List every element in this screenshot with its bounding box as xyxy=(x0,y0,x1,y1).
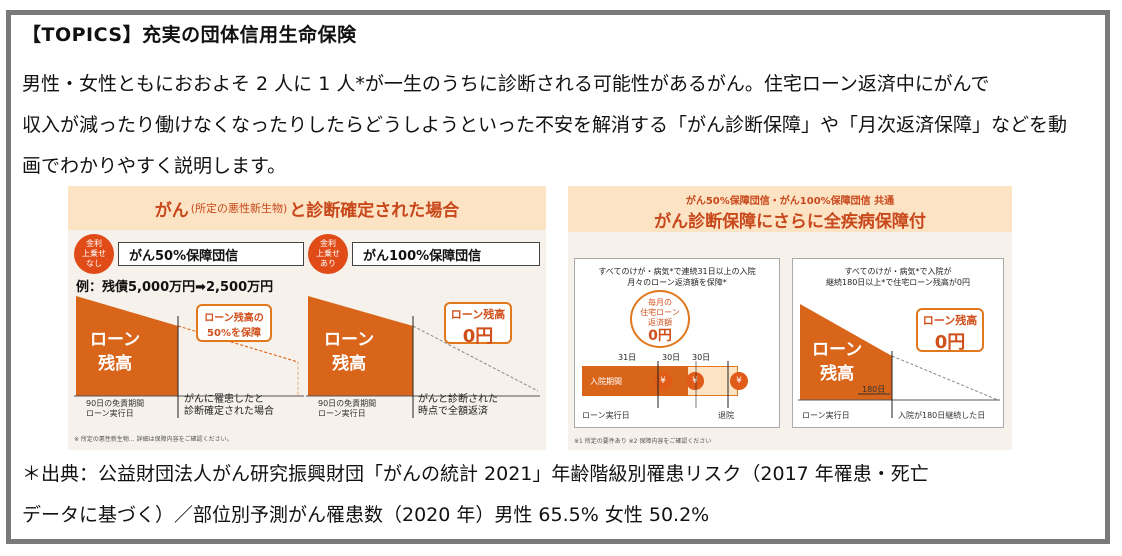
loan-balance-label: ローン 残高 xyxy=(324,330,375,374)
panel-header: がん (所定の悪性新生物) と診断確定された場合 xyxy=(68,186,546,230)
days-label: 30日 xyxy=(692,353,711,362)
loan-start-date: ローン実行日 xyxy=(318,409,366,418)
loan-balance-label: ローン 残高 xyxy=(90,330,141,374)
callout-zero-yen: ローン残高 0円 xyxy=(916,308,984,353)
caption-full-repayment: がんと診断された 時点で全額返済 xyxy=(418,394,498,417)
body-line: 男性・女性ともにおおよそ 2 人に 1 人*が一生のうちに診断される可能性がある… xyxy=(22,73,990,95)
plan-50-label: がん50%保障団信 xyxy=(118,242,304,266)
example-balance: 例：残債5,000万円➡2,500万円 xyxy=(76,280,274,295)
panel-footnote: ※ 所定の悪性新生物... 詳細は保障内容をご確認ください。 xyxy=(74,436,233,443)
source-footnote: ＊出典：公益財団法人がん研究振興財団「がんの統計 2021」年齢階級別罹患リスク… xyxy=(22,454,1092,536)
exemption-period: 90日の免責期間 xyxy=(86,399,145,408)
exemption-period: 90日の免責期間 xyxy=(318,399,377,408)
loan-start-date: ローン実行日 xyxy=(86,409,134,418)
days-label: 31日 xyxy=(618,353,637,362)
admission-180-label: 入院が180日継続した日 xyxy=(898,411,986,420)
yen-coin: ¥ xyxy=(730,372,748,390)
loan-balance-diagram xyxy=(74,296,540,418)
hospital-loan-diagram xyxy=(657,304,1000,418)
balance-zero-caption: すべてのけが・病気*で入院が 継続180日以上*で住宅ローン残高が0円 xyxy=(826,267,970,287)
plan-100-label: がん100%保障団信 xyxy=(352,242,540,266)
days-180-label: 180日 xyxy=(862,385,886,394)
callout-50-percent: ローン残高の 50%を保障 xyxy=(196,304,272,342)
loan-triangle-50 xyxy=(76,296,178,396)
yen-coin: ¥ xyxy=(686,372,704,390)
footnote-line: データに基づく）／部位別予測がん罹患数（2020 年）男性 65.5% 女性 5… xyxy=(22,504,710,526)
body-line: 画でわかりやすく説明します。 xyxy=(22,155,287,177)
panel-header: がん50%保障団信・がん100%保障団信 共通 がん診断保障にさらに全疾病保障付 xyxy=(568,186,1012,232)
loan-balance-label: ローン 残高 xyxy=(812,340,863,384)
loan-start-date: ローン実行日 xyxy=(582,411,630,420)
caption-diagnosed: がんに罹患したと 診断確定された場合 xyxy=(184,394,274,417)
discharge-label: 退院 xyxy=(718,411,734,420)
monthly-zero-bubble: 毎月の 住宅ローン 返済額 0円 xyxy=(630,290,690,348)
footnote-line: ＊出典：公益財団法人がん研究振興財団「がんの統計 2021」年齢階級別罹患リスク… xyxy=(22,463,929,485)
all-illness-panel: がん50%保障団信・がん100%保障団信 共通 がん診断保障にさらに全疾病保障付… xyxy=(568,186,1012,450)
body-line: 収入が減ったり働けなくなったりしたらどうしようといった不安を解消する「がん診断保… xyxy=(22,114,1068,136)
loan-triangle xyxy=(800,304,892,400)
hospital-label: 入院期間 xyxy=(590,377,622,386)
monthly-repayment-box xyxy=(574,258,780,428)
loan-triangle-100 xyxy=(308,296,413,396)
topics-title: 【TOPICS】充実の団体信用生命保険 xyxy=(22,24,357,46)
rate-badge-surcharge: 金利 上乗せ あり xyxy=(308,234,348,274)
rate-badge-no-surcharge: 金利 上乗せ なし xyxy=(74,234,114,274)
cancer-diagnosis-panel: がん (所定の悪性新生物) と診断確定された場合 金利 上乗せ なし がん50%保障… xyxy=(68,186,546,450)
loan-start-date: ローン実行日 xyxy=(802,411,850,420)
days-label: 30日 xyxy=(662,353,681,362)
body-text: 男性・女性ともにおおよそ 2 人に 1 人*が一生のうちに診断される可能性がある… xyxy=(22,64,1092,187)
callout-zero-yen: ローン残高 0円 xyxy=(444,302,512,347)
panel-footnote: ※1 所定の要件あり ※2 保障内容をご確認ください xyxy=(574,438,712,445)
monthly-caption: すべてのけが・病気*で連続31日以上の入院 月々のローン返済額を保障* xyxy=(598,267,756,287)
